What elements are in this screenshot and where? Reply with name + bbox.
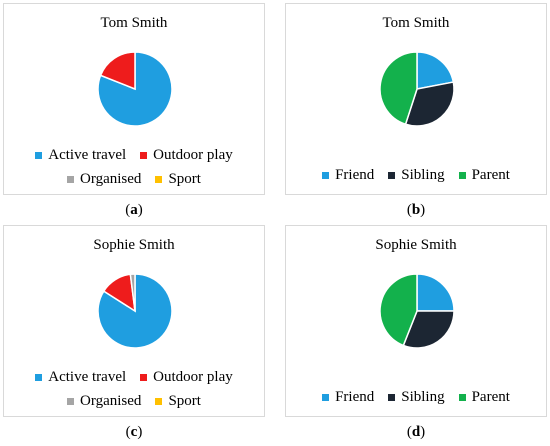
legend-label: Sport xyxy=(168,171,201,187)
chart-title: Tom Smith xyxy=(382,15,450,31)
legend-label: Outdoor play xyxy=(153,147,233,163)
legend-swatch xyxy=(35,152,43,159)
chart-panel-d: Sophie Smith Friend Sibling Parent xyxy=(285,225,547,417)
legend-swatch xyxy=(388,172,396,179)
legend-label: Sibling xyxy=(401,389,445,405)
legend-item: Sport xyxy=(155,171,201,188)
pie-slice-parent xyxy=(379,273,418,347)
chart-panel-a: Tom Smith Active travel Outdoor play Organ… xyxy=(3,3,265,195)
legend-item: Outdoor play xyxy=(140,147,233,164)
pie-chart-c xyxy=(97,273,173,349)
legend-label: Organised xyxy=(80,393,142,409)
legend-label: Sport xyxy=(168,393,201,409)
legend-item: Friend xyxy=(322,389,374,406)
legend-row: Organised Sport xyxy=(4,171,264,188)
pie-slice-parent xyxy=(379,51,418,126)
legend-row: Organised Sport xyxy=(4,393,264,410)
legend-item: Outdoor play xyxy=(140,369,233,386)
legend-swatch xyxy=(388,394,396,401)
legend-item: Organised xyxy=(67,393,141,410)
chart-panel-c: Sophie Smith Active travel Outdoor play Or… xyxy=(3,225,265,417)
pie-chart-d xyxy=(379,273,455,349)
legend-label: Outdoor play xyxy=(153,369,233,385)
legend-swatch xyxy=(140,374,148,381)
legend-swatch xyxy=(322,394,330,401)
pie-slice-organised xyxy=(129,273,136,312)
legend-item: Sibling xyxy=(388,389,445,406)
legend-label: Parent xyxy=(471,389,510,405)
chart-title: Tom Smith xyxy=(100,15,168,31)
legend-row: Friend Sibling Parent xyxy=(286,167,546,184)
pie-slice-friend xyxy=(416,273,455,312)
legend-row: Friend Sibling Parent xyxy=(286,389,546,406)
legend-swatch xyxy=(67,176,75,183)
legend-item: Sport xyxy=(155,393,201,410)
legend-swatch xyxy=(155,398,163,405)
legend-item: Active travel xyxy=(35,147,126,164)
legend-swatch xyxy=(67,398,75,405)
caption-d: (d) xyxy=(406,424,426,440)
legend-swatch xyxy=(35,374,43,381)
legend-swatch xyxy=(140,152,148,159)
legend-item: Sibling xyxy=(388,167,445,184)
legend-item: Organised xyxy=(67,171,141,188)
legend-label: Organised xyxy=(80,171,142,187)
legend-swatch xyxy=(458,394,466,401)
pie-slice-sibling xyxy=(402,310,455,349)
legend-swatch xyxy=(458,172,466,179)
legend-item: Friend xyxy=(322,167,374,184)
legend-item: Parent xyxy=(458,389,510,406)
pie-slice-active-travel xyxy=(97,51,173,127)
caption-b: (b) xyxy=(406,202,426,218)
legend-label: Parent xyxy=(471,167,510,183)
legend-row: Active travel Outdoor play xyxy=(4,147,264,164)
legend-item: Parent xyxy=(458,167,510,184)
pie-chart-a xyxy=(97,51,173,127)
legend-label: Active travel xyxy=(48,147,127,163)
chart-title: Sophie Smith xyxy=(93,237,175,253)
pie-slice-outdoor-play xyxy=(99,51,136,91)
legend-label: Friend xyxy=(335,167,375,183)
pie-chart-b xyxy=(379,51,455,127)
legend-swatch xyxy=(322,172,330,179)
legend-label: Friend xyxy=(335,389,375,405)
pie-slice-friend xyxy=(416,51,455,90)
legend-label: Sibling xyxy=(401,167,445,183)
pie-slice-sibling xyxy=(404,81,455,127)
chart-panel-b: Tom Smith Friend Sibling Parent xyxy=(285,3,547,195)
chart-title: Sophie Smith xyxy=(375,237,457,253)
legend-row: Active travel Outdoor play xyxy=(4,369,264,386)
legend-swatch xyxy=(155,176,163,183)
caption-a: (a) xyxy=(125,202,143,218)
legend-label: Active travel xyxy=(48,369,127,385)
caption-c: (c) xyxy=(125,424,143,440)
legend-item: Active travel xyxy=(35,369,126,386)
